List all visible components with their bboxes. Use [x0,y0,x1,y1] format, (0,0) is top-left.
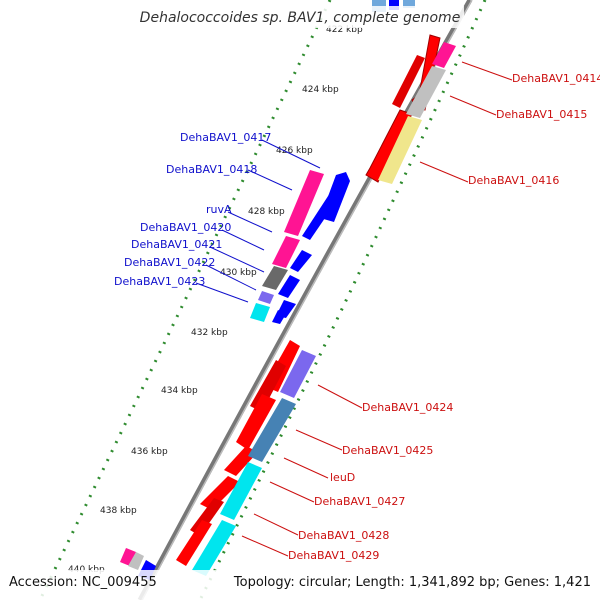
gene-block-upper-right [365,34,456,184]
topology-text: Topology: circular; Length: 1,341,892 bp… [233,575,591,590]
gene-label: ruvA [206,203,232,216]
gc-track-inner [38,0,332,600]
gene-cog-magenta [272,236,300,268]
gene-label: DehaBAV1_0427 [314,495,405,508]
gene-label: DehaBAV1_0421 [131,238,222,251]
gene-label: DehaBAV1_0416 [468,174,559,187]
footer-backdrop [0,570,600,600]
gene-cog-darkgray [262,266,288,290]
gene-cds-forward [250,360,286,412]
gene-label: DehaBAV1_0425 [342,444,433,457]
tick-label: 430 kbp [220,268,257,278]
gene-label: DehaBAV1_0418 [166,163,257,176]
gene-cds-forward [176,520,212,566]
gene-label: DehaBAV1_0417 [180,131,271,144]
gene-labels-right: DehaBAV1_0414 DehaBAV1_0415 DehaBAV1_041… [288,72,600,562]
gene-cog-purple [280,350,316,398]
gene-cog-gray [128,552,144,570]
map-title: Dehalococcoides sp. BAV1, complete genom… [140,10,461,26]
tick-label: 434 kbp [161,386,198,396]
leader-lines [195,61,513,557]
gene-cds-forward [392,55,425,108]
gene-label: DehaBAV1_0422 [124,256,215,269]
gene-cog-magenta [120,548,136,566]
gene-label: DehaBAV1_0414 [512,72,600,85]
tick-label: 428 kbp [248,207,285,217]
gc-track-outer [198,0,487,600]
gene-cog-cyan [250,303,270,322]
gene-cds-forward [236,394,276,450]
gene-cds-forward [200,476,240,510]
gene-block-middle-left [250,170,350,324]
gene-cds-reverse [302,190,340,240]
tick-label: 422 kbp [326,25,363,35]
title-backdrop [138,6,464,28]
gene-cds-reverse [290,250,312,272]
gene-cog-yellow [378,116,422,184]
gene-label: leuD [330,471,355,484]
gene-label: DehaBAV1_0415 [496,108,587,121]
accession-text: Accession: NC_009455 [9,575,157,590]
gene-cds-reverse [278,275,300,298]
gene-label: DehaBAV1_0424 [362,401,453,414]
gene-cog-magenta [284,170,324,236]
gene-cds-reverse [272,310,286,324]
tick-label: 432 kbp [191,328,228,338]
tick-label: 438 kbp [100,506,137,516]
gene-cog-gray [406,66,446,118]
gene-cog-cyan [192,520,236,576]
gene-label: DehaBAV1_0428 [298,529,389,542]
gene-label: DehaBAV1_0420 [140,221,231,234]
gene-cog-magenta [432,42,456,68]
gene-cog-cyan [220,462,262,520]
tick-label: 426 kbp [276,146,313,156]
tick-label: 424 kbp [302,85,339,95]
gene-label: DehaBAV1_0423 [114,275,205,288]
gene-label: DehaBAV1_0429 [288,549,379,562]
gene-cog-purple [258,291,274,304]
tick-label: 436 kbp [131,447,168,457]
gene-cog-steelblue [248,398,296,462]
gene-labels-left: DehaBAV1_0417 DehaBAV1_0418 ruvA DehaBAV… [114,131,271,288]
gene-block-lower [120,340,316,580]
